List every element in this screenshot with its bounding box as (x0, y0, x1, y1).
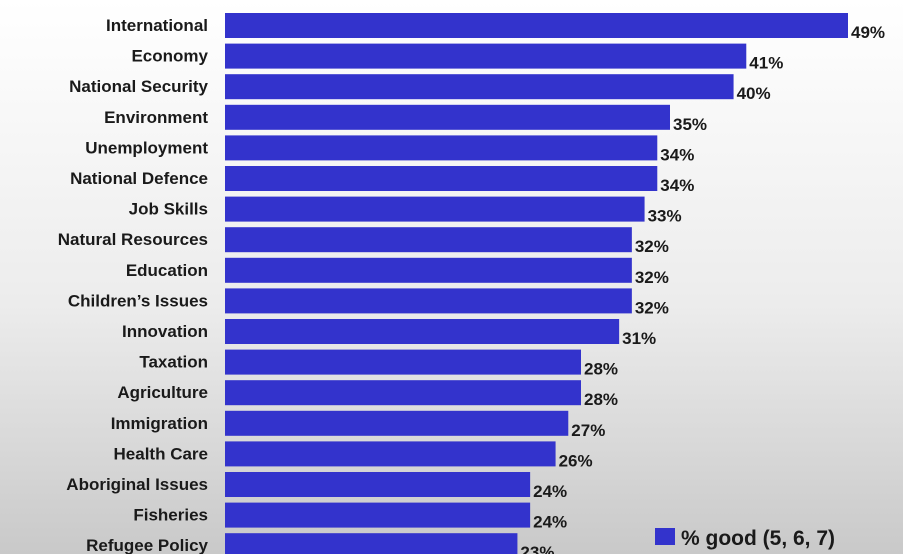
bar-7 (225, 227, 632, 253)
category-label-14: Health Care (114, 444, 208, 463)
legend-swatch (655, 528, 675, 545)
category-label-13: Immigration (111, 414, 208, 433)
value-labels: 49%41%40%35%34%34%33%32%32%32%31%28%28%2… (520, 23, 885, 554)
bar-16 (225, 502, 531, 528)
category-label-0: International (106, 16, 208, 35)
legend: % good (5, 6, 7) (655, 527, 835, 550)
category-label-2: National Security (69, 77, 208, 96)
category-labels: International Economy National Security Env… (58, 16, 209, 554)
bar-13 (225, 410, 569, 436)
category-label-4: Unemployment (85, 138, 208, 157)
category-label-6: Job Skills (129, 200, 208, 219)
category-label-17: Refugee Policy (86, 536, 208, 554)
value-label-11: 28% (584, 360, 618, 379)
bar-12 (225, 380, 581, 406)
value-label-1: 41% (749, 54, 783, 73)
value-label-12: 28% (584, 390, 618, 409)
category-label-15: Aboriginal Issues (66, 475, 208, 494)
category-label-9: Children’s Issues (68, 291, 208, 310)
value-label-16: 24% (533, 513, 567, 532)
bar-3 (225, 104, 670, 130)
bar-2 (225, 74, 734, 100)
bar-6 (225, 196, 645, 222)
bar-8 (225, 257, 632, 283)
bar-9 (225, 288, 632, 314)
value-label-7: 32% (635, 237, 669, 256)
bars (225, 13, 848, 554)
bar-4 (225, 135, 658, 161)
bar-1 (225, 43, 747, 69)
category-label-12: Agriculture (117, 383, 208, 402)
category-label-1: Economy (131, 47, 208, 66)
category-label-5: National Defence (70, 169, 208, 188)
bar-5 (225, 166, 658, 191)
value-label-14: 26% (559, 451, 593, 470)
category-label-3: Environment (104, 108, 208, 127)
value-label-15: 24% (533, 482, 567, 501)
category-label-10: Innovation (122, 322, 208, 341)
category-label-7: Natural Resources (58, 230, 208, 249)
value-label-17: 23% (520, 543, 554, 554)
value-label-6: 33% (648, 207, 682, 226)
value-label-4: 34% (660, 145, 694, 164)
value-label-3: 35% (673, 115, 707, 134)
category-label-8: Education (126, 261, 208, 280)
category-label-11: Taxation (139, 353, 208, 372)
category-label-16: Fisheries (133, 506, 208, 525)
value-label-9: 32% (635, 298, 669, 317)
value-label-0: 49% (851, 23, 885, 42)
bar-10 (225, 319, 620, 344)
bar-14 (225, 441, 556, 467)
value-label-13: 27% (571, 421, 605, 440)
value-label-5: 34% (660, 176, 694, 195)
value-label-8: 32% (635, 268, 669, 287)
bar-15 (225, 472, 531, 497)
legend-label: % good (5, 6, 7) (681, 527, 835, 550)
value-label-2: 40% (737, 84, 771, 103)
bar-0 (225, 13, 848, 38)
value-label-10: 31% (622, 329, 656, 348)
bar-17 (225, 533, 518, 554)
bar-11 (225, 349, 581, 375)
